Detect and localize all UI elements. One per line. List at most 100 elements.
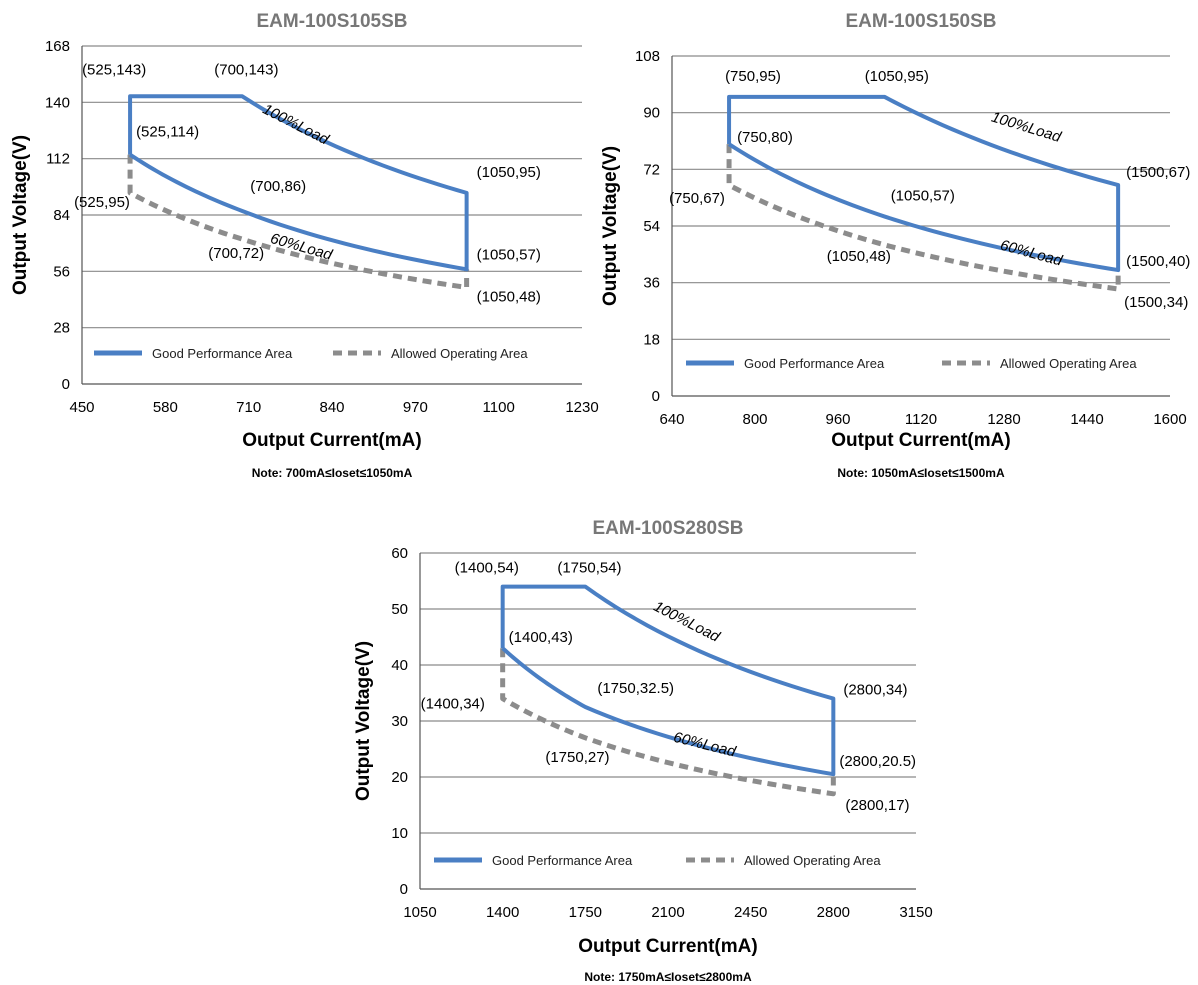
point-annotation: (1500,67)	[1126, 164, 1190, 181]
x-tick-label: 2450	[734, 904, 767, 921]
curve-label: 100%Load	[260, 101, 332, 149]
point-annotation: (750,67)	[669, 190, 725, 207]
note-text: Note: 700mA≤Ioset≤1050mA	[252, 466, 413, 480]
chart-title: EAM-100S105SB	[256, 11, 407, 32]
point-annotation: (1750,54)	[557, 560, 621, 577]
y-tick-label: 108	[635, 48, 660, 65]
point-annotation: (750,95)	[725, 68, 781, 85]
y-tick-label: 168	[45, 38, 70, 55]
y-axis-title: Output Voltage(V)	[600, 146, 621, 306]
x-tick-label: 960	[825, 411, 850, 428]
legend: Good Performance Area Allowed Operating A…	[434, 853, 881, 868]
x-tick-label: 640	[659, 411, 684, 428]
x-axis-title: Output Current(mA)	[242, 430, 421, 451]
y-tick-label: 30	[391, 713, 408, 730]
point-annotation: (1400,43)	[509, 629, 573, 646]
legend-label-good: Good Performance Area	[492, 853, 633, 868]
point-annotation: (1050,95)	[865, 68, 929, 85]
curve-label: 60%Load	[998, 237, 1064, 270]
legend-label-allowed: Allowed Operating Area	[744, 853, 881, 868]
point-annotation: (1050,57)	[477, 246, 541, 263]
y-tick-label: 18	[643, 331, 660, 348]
y-tick-label: 0	[62, 376, 70, 393]
x-tick-label: 2800	[817, 904, 850, 921]
note-text: Note: 1050mA≤Ioset≤1500mA	[837, 466, 1005, 480]
x-axis-title: Output Current(mA)	[831, 430, 1010, 451]
x-tick-label: 1100	[483, 399, 515, 416]
y-tick-label: 10	[391, 825, 408, 842]
x-tick-label: 1280	[987, 411, 1020, 428]
point-annotation: (2800,17)	[845, 797, 909, 814]
x-tick-label: 970	[403, 399, 428, 416]
point-annotation: (1050,48)	[477, 288, 541, 305]
point-annotation: (1750,27)	[545, 749, 609, 766]
x-tick-label: 2100	[651, 904, 684, 921]
point-annotation: (1750,32.5)	[597, 680, 674, 697]
x-tick-label: 800	[742, 411, 767, 428]
y-axis-title: Output Voltage(V)	[10, 135, 31, 295]
y-tick-label: 60	[391, 545, 408, 562]
x-tick-label: 1120	[905, 411, 937, 428]
good-performance-area-line	[500, 584, 836, 777]
y-tick-label: 140	[45, 94, 70, 111]
chart-title: EAM-100S150SB	[845, 11, 996, 32]
chart-title: EAM-100S280SB	[592, 518, 743, 539]
point-annotation: (700,72)	[208, 245, 264, 262]
x-tick-label: 1750	[569, 904, 602, 921]
legend-label-allowed: Allowed Operating Area	[391, 346, 528, 361]
point-annotation: (1050,57)	[891, 188, 955, 205]
chart-1: 0 28 56 84 112 140 168 450 580 710 840 970 1100 1230 E…	[10, 11, 599, 480]
legend-label-good: Good Performance Area	[744, 356, 885, 371]
x-tick-label: 580	[153, 399, 178, 416]
x-tick-label: 840	[319, 399, 344, 416]
y-tick-label: 0	[652, 388, 660, 405]
y-tick-label: 72	[643, 161, 660, 178]
point-annotation: (2800,34)	[843, 682, 907, 699]
y-tick-label: 112	[46, 151, 70, 168]
x-axis-title: Output Current(mA)	[578, 936, 757, 957]
curve-label: 100%Load	[989, 109, 1063, 146]
y-tick-label: 90	[643, 105, 660, 122]
y-tick-label: 36	[643, 275, 660, 292]
point-annotation: (525,114)	[136, 124, 199, 141]
legend: Good Performance Area Allowed Operating A…	[94, 346, 528, 361]
chart-2: 0 18 36 54 72 90 108 640 800 960 1120 1280 1440 1600 E…	[600, 11, 1190, 480]
legend-label-allowed: Allowed Operating Area	[1000, 356, 1137, 371]
note-text: Note: 1750mA≤Ioset≤2800mA	[584, 970, 752, 984]
curve-label: 60%Load	[268, 230, 334, 264]
x-tick-label: 1050	[403, 904, 436, 921]
curve-label: 60%Load	[672, 729, 738, 761]
x-tick-label: 450	[69, 399, 94, 416]
x-tick-label: 3150	[899, 904, 932, 921]
point-annotation: (1500,34)	[1124, 294, 1188, 311]
allowed-operating-area-line	[726, 144, 1121, 292]
y-tick-label: 54	[643, 218, 660, 235]
x-tick-label: 1600	[1153, 411, 1186, 428]
point-annotation: (1050,48)	[827, 248, 891, 265]
x-tick-label: 1400	[486, 904, 519, 921]
point-annotation: (525,95)	[74, 194, 130, 211]
point-annotation: (1400,34)	[421, 696, 485, 713]
point-annotation: (1500,40)	[1126, 253, 1190, 270]
good-performance-area-line	[727, 94, 1121, 273]
point-annotation: (750,80)	[737, 129, 793, 146]
x-tick-label: 710	[236, 399, 261, 416]
y-tick-label: 28	[53, 320, 70, 337]
y-tick-label: 40	[391, 657, 408, 674]
point-annotation: (700,143)	[214, 61, 278, 78]
y-tick-label: 56	[53, 263, 70, 280]
good-performance-area-line	[128, 94, 469, 272]
curve-label: 100%Load	[651, 598, 723, 646]
y-tick-label: 50	[391, 601, 408, 618]
y-tick-label: 0	[400, 881, 408, 898]
x-tick-label: 1230	[565, 399, 598, 416]
point-annotation: (1400,54)	[455, 560, 519, 577]
y-tick-label: 84	[53, 207, 70, 224]
y-axis-title: Output Voltage(V)	[353, 641, 374, 801]
y-tick-label: 20	[391, 769, 408, 786]
legend-label-good: Good Performance Area	[152, 346, 293, 361]
allowed-operating-area-line	[500, 648, 836, 797]
legend: Good Performance Area Allowed Operating A…	[686, 356, 1137, 371]
point-annotation: (700,86)	[250, 178, 306, 195]
